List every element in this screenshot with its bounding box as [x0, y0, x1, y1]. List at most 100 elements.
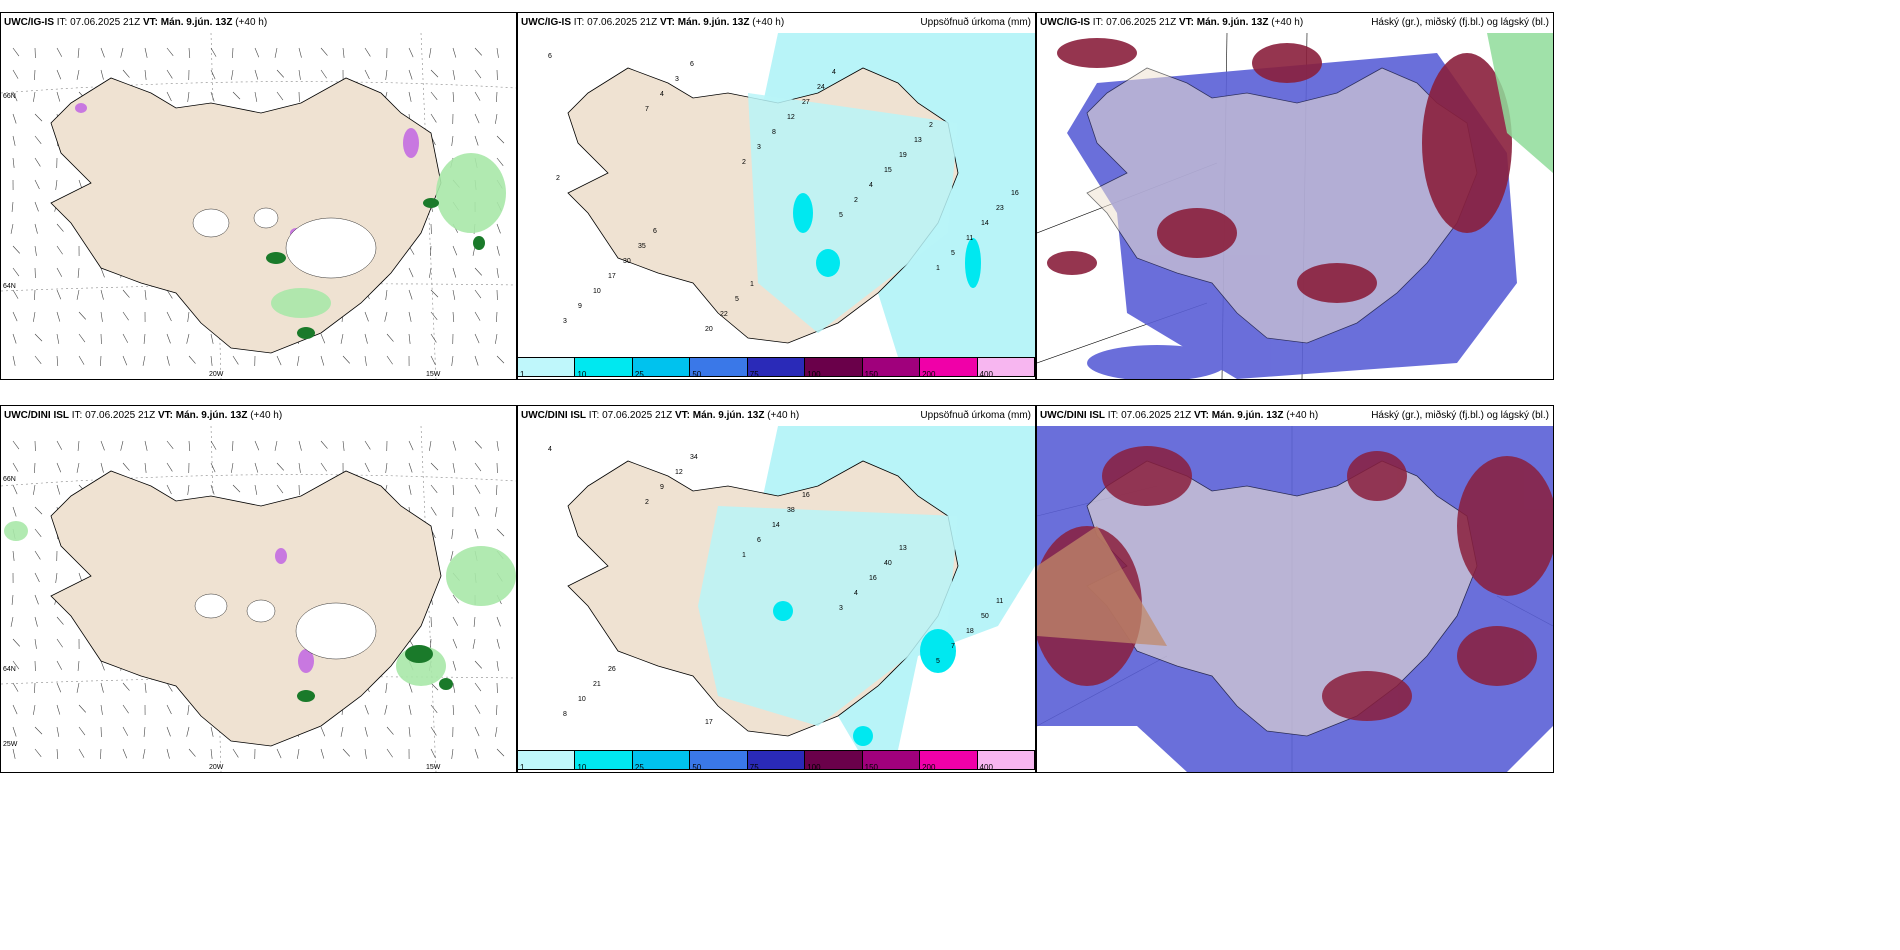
wind-barb	[76, 289, 80, 300]
wind-barb	[364, 440, 371, 450]
wind-barb	[12, 704, 18, 715]
panel-wind-bottom: UWC/DINI ISL IT: 07.06.2025 21Z VT: Mán.…	[0, 405, 517, 773]
lead-time: (+40 h)	[1286, 410, 1319, 421]
wind-barb	[254, 484, 258, 495]
wind-barb	[496, 157, 504, 167]
precip-value: 13	[899, 545, 907, 552]
wind-barb	[56, 748, 59, 759]
precip-value: 3	[675, 76, 679, 83]
wind-barb	[12, 550, 15, 561]
wind-barb	[120, 440, 124, 451]
precip-value: 6	[757, 537, 761, 544]
lead-time: (+40 h)	[235, 17, 268, 28]
wind-barb	[12, 726, 17, 737]
wind-barb	[386, 355, 393, 365]
wind-barb	[142, 355, 146, 366]
wind-barb	[496, 47, 499, 58]
panel-precip-bottom: UWC/DINI ISL IT: 07.06.2025 21Z VT: Mán.…	[517, 405, 1036, 773]
wind-barb	[451, 355, 454, 366]
wind-barb	[56, 462, 62, 473]
init-time: IT: 07.06.2025 21Z	[1092, 17, 1177, 28]
init-time: IT: 07.06.2025 21Z	[588, 410, 673, 421]
precip-value: 2	[556, 175, 560, 182]
wind-barb	[100, 47, 105, 58]
wind-barb	[210, 462, 216, 473]
wind-barb	[100, 748, 102, 759]
wind-barb	[34, 616, 38, 627]
wind-barb	[474, 506, 480, 517]
colorbar	[518, 357, 1035, 377]
wind-barb	[496, 135, 505, 144]
wind-barb	[143, 726, 146, 737]
lead-time: (+40 h)	[752, 17, 785, 28]
wind-barb	[12, 638, 20, 647]
wind-barb	[364, 462, 370, 473]
wind-barb	[166, 440, 174, 450]
lon-label-15w: 15W	[426, 764, 441, 771]
precip-value: 4	[548, 446, 552, 453]
wind-barb	[122, 748, 128, 759]
wind-barb	[77, 267, 80, 278]
precip-value: 5	[936, 658, 940, 665]
colorbar-label: 75	[749, 370, 759, 379]
precip-value: 1	[742, 552, 746, 559]
lat-label-66n: 66N	[3, 476, 16, 483]
lat-label-64n: 64N	[3, 283, 16, 290]
wind-barb	[342, 748, 350, 757]
wind-barb	[166, 355, 170, 366]
heavy-precip	[773, 601, 956, 746]
wind-barb	[452, 462, 456, 473]
wind-barb	[33, 311, 36, 322]
wind-barb	[188, 440, 191, 451]
wind-barb	[430, 245, 432, 256]
wind-barb	[56, 704, 61, 715]
precip-value: 3	[563, 318, 567, 325]
valid-label: VT:	[1178, 17, 1194, 28]
wind-barb	[166, 726, 171, 737]
wind-barb	[496, 440, 499, 451]
wind-barb	[12, 333, 17, 344]
wind-barb	[430, 748, 436, 759]
panel-cloud-top: UWC/IG-IS IT: 07.06.2025 21Z VT: Mán. 9.…	[1036, 12, 1554, 380]
wind-barb	[232, 748, 239, 758]
wind-barb	[78, 704, 86, 713]
wind-barb	[144, 440, 148, 451]
wind-barb	[210, 748, 213, 759]
wind-barb	[187, 91, 190, 102]
colorbar-label: 100	[807, 763, 821, 772]
precip-value: 30	[623, 258, 631, 265]
wind-map	[1, 426, 516, 772]
wind-barb	[210, 440, 217, 450]
wind-barb	[34, 748, 42, 758]
wind-barb	[496, 704, 498, 715]
wind-barb	[429, 267, 432, 278]
cloud-wedge	[1037, 526, 1167, 646]
wind-barb	[474, 660, 482, 669]
wind-barb	[100, 660, 105, 671]
wind-barb	[452, 289, 456, 300]
wind-barb	[496, 528, 505, 537]
model-name: UWC/DINI ISL	[4, 410, 69, 421]
wind-barb	[364, 748, 367, 759]
wind-barb	[78, 311, 86, 320]
wind-barb	[12, 47, 20, 57]
wind-barb	[408, 47, 414, 58]
precip-value: 9	[578, 303, 582, 310]
colorbar	[518, 750, 1035, 770]
precip-value: 5	[951, 250, 955, 257]
wind-barb	[408, 726, 411, 737]
lead-time: (+40 h)	[250, 410, 283, 421]
wind-barb	[232, 355, 239, 365]
wind-barb	[12, 462, 19, 472]
wind-barb	[166, 69, 173, 79]
wind-barb	[188, 748, 196, 757]
wind-barb	[385, 462, 388, 473]
wind-barb	[274, 440, 278, 451]
wind-barb	[385, 682, 388, 693]
wind-barb	[430, 355, 436, 366]
wind-barb	[452, 660, 457, 671]
wind-barb	[474, 267, 482, 276]
init-time: IT: 07.06.2025 21Z	[56, 17, 141, 28]
wind-barb	[77, 440, 80, 451]
wind-barb	[100, 462, 104, 473]
